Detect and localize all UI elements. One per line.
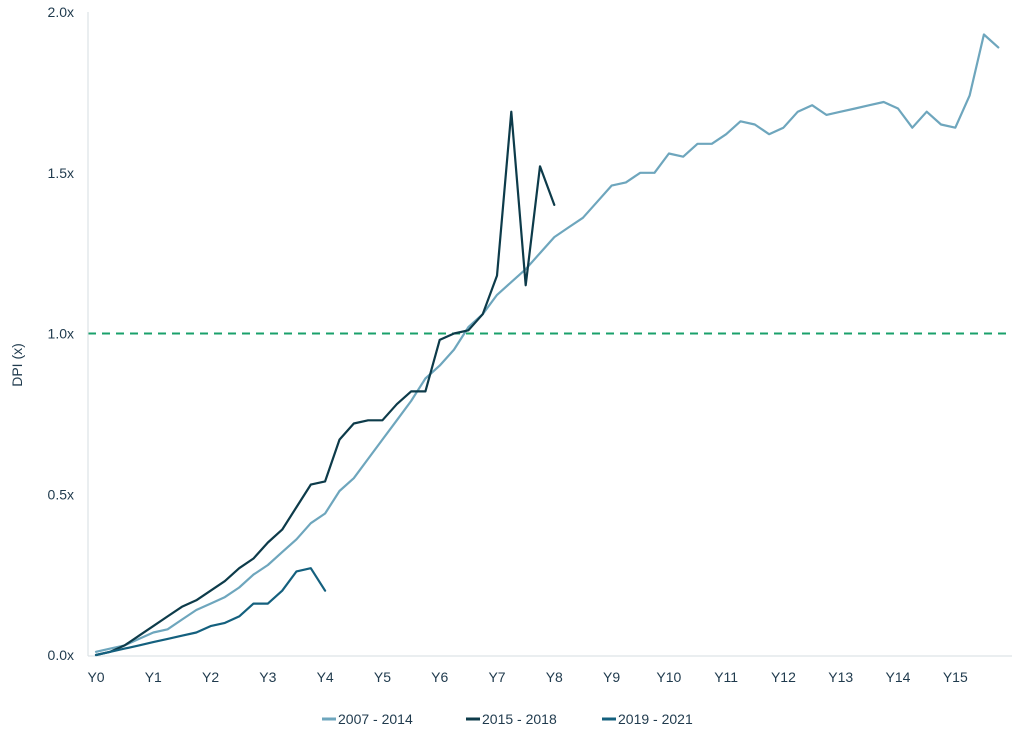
x-tick-labels: Y0 Y1 Y2 Y3 Y4 Y5 Y6 Y7 Y8 Y9 Y10 Y11 Y12 Y13 Y14 Y15 — [87, 669, 968, 685]
x-tick-label: Y9 — [603, 669, 620, 685]
series-line-1 — [94, 33, 1000, 653]
series-line-3 — [94, 567, 327, 657]
y-tick-label: 0.0x — [48, 647, 74, 663]
y-tick-label: 1.0x — [48, 326, 74, 342]
x-tick-label: Y12 — [771, 669, 796, 685]
series-line-2 — [94, 110, 556, 657]
legend-label: 2019 - 2021 — [618, 711, 693, 727]
x-tick-label: Y15 — [943, 669, 968, 685]
x-tick-label: Y3 — [259, 669, 276, 685]
y-axis-title: DPI (x) — [9, 343, 25, 387]
legend-item-1: 2007 - 2014 — [322, 711, 413, 727]
y-tick-label: 1.5x — [48, 165, 74, 181]
x-tick-label: Y6 — [431, 669, 448, 685]
legend-label: 2015 - 2018 — [482, 711, 557, 727]
x-tick-label: Y14 — [886, 669, 911, 685]
x-tick-label: Y4 — [317, 669, 334, 685]
x-tick-label: Y8 — [546, 669, 563, 685]
x-tick-label: Y1 — [145, 669, 162, 685]
y-tick-labels: 0.0x 0.5x 1.0x 1.5x 2.0x — [48, 4, 74, 663]
x-tick-label: Y0 — [87, 669, 104, 685]
y-tick-label: 2.0x — [48, 4, 74, 20]
legend-label: 2007 - 2014 — [338, 711, 413, 727]
legend: 2007 - 2014 2015 - 2018 2019 - 2021 — [322, 711, 693, 727]
x-tick-label: Y13 — [828, 669, 853, 685]
x-tick-label: Y10 — [656, 669, 681, 685]
x-tick-label: Y7 — [488, 669, 505, 685]
y-tick-label: 0.5x — [48, 486, 74, 502]
series-layer — [94, 33, 1000, 657]
legend-item-2: 2015 - 2018 — [466, 711, 557, 727]
x-tick-label: Y11 — [714, 669, 738, 685]
x-tick-label: Y5 — [374, 669, 391, 685]
legend-item-3: 2019 - 2021 — [602, 711, 693, 727]
axes-layer — [87, 12, 1012, 657]
x-tick-label: Y2 — [202, 669, 219, 685]
